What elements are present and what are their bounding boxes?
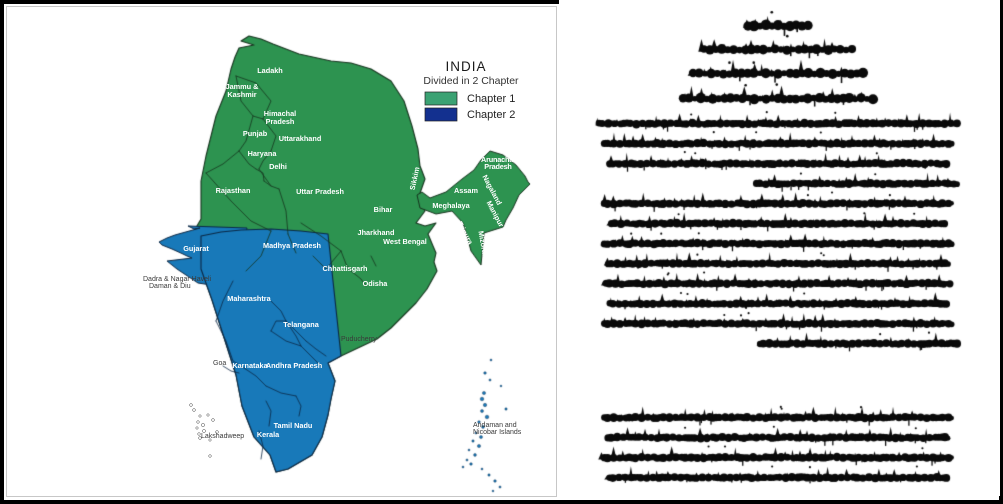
svg-text:Jharkhand: Jharkhand bbox=[358, 228, 395, 237]
svg-text:Chapter 2: Chapter 2 bbox=[467, 109, 515, 121]
svg-text:Goa: Goa bbox=[213, 360, 226, 367]
svg-text:Divided in 2 Chapter: Divided in 2 Chapter bbox=[423, 75, 519, 87]
svg-text:Sikkim: Sikkim bbox=[408, 166, 422, 191]
svg-text:Mizoram: Mizoram bbox=[476, 230, 490, 261]
svg-text:Uttar Pradesh: Uttar Pradesh bbox=[296, 187, 344, 196]
svg-text:Chhattisgarh: Chhattisgarh bbox=[323, 264, 368, 273]
svg-text:Odisha: Odisha bbox=[363, 279, 389, 288]
svg-text:Daman & Diu: Daman & Diu bbox=[149, 283, 191, 290]
svg-text:Andhra Pradesh: Andhra Pradesh bbox=[266, 361, 322, 370]
svg-text:Telangana: Telangana bbox=[283, 320, 319, 329]
svg-text:West Bengal: West Bengal bbox=[383, 237, 427, 246]
svg-text:Gujarat: Gujarat bbox=[183, 244, 209, 253]
svg-text:Tripura: Tripura bbox=[455, 220, 475, 247]
svg-text:Pradesh: Pradesh bbox=[484, 162, 511, 171]
svg-text:Ladakh: Ladakh bbox=[257, 66, 283, 75]
svg-text:Punjab: Punjab bbox=[243, 129, 268, 138]
svg-text:Bihar: Bihar bbox=[374, 205, 393, 214]
svg-text:Andaman and: Andaman and bbox=[473, 422, 517, 429]
svg-text:Lakshadweep: Lakshadweep bbox=[201, 433, 244, 440]
svg-text:Meghalaya: Meghalaya bbox=[432, 201, 470, 210]
svg-text:Uttarakhand: Uttarakhand bbox=[279, 134, 322, 143]
svg-text:Kashmir: Kashmir bbox=[227, 90, 256, 99]
svg-text:Maharashtra: Maharashtra bbox=[227, 294, 271, 303]
svg-text:Karnataka: Karnataka bbox=[232, 361, 268, 370]
svg-text:Madhya Pradesh: Madhya Pradesh bbox=[263, 241, 321, 250]
svg-text:Kerala: Kerala bbox=[257, 430, 280, 439]
svg-text:Pradesh: Pradesh bbox=[266, 117, 295, 126]
svg-text:Delhi: Delhi bbox=[269, 162, 287, 171]
svg-text:Nicobar Islands: Nicobar Islands bbox=[473, 429, 522, 436]
svg-text:Dadra & Nagar Haveli: Dadra & Nagar Haveli bbox=[143, 276, 212, 283]
svg-text:Assam: Assam bbox=[454, 186, 478, 195]
svg-text:Rajasthan: Rajasthan bbox=[216, 186, 251, 195]
svg-text:Haryana: Haryana bbox=[248, 149, 278, 158]
svg-text:INDIA: INDIA bbox=[445, 59, 486, 74]
svg-text:Tamil Nadu: Tamil Nadu bbox=[274, 421, 313, 430]
svg-text:Chapter 1: Chapter 1 bbox=[467, 93, 515, 105]
svg-text:Manipur: Manipur bbox=[485, 199, 506, 228]
svg-text:Puducherry: Puducherry bbox=[341, 336, 377, 343]
